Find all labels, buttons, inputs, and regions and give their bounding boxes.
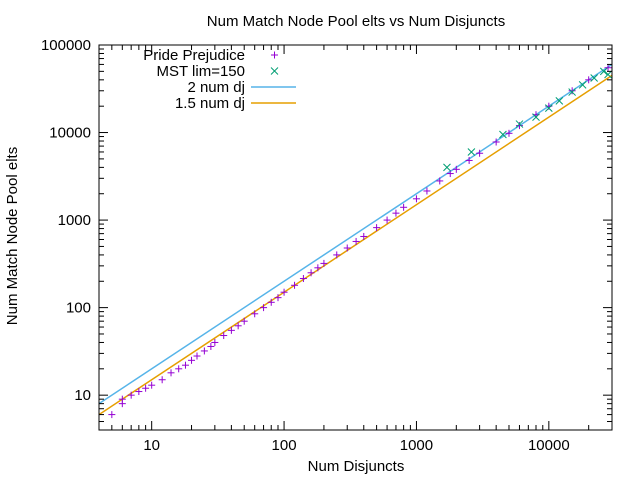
series-0-points — [108, 64, 612, 419]
data-point — [207, 342, 215, 350]
x-axis-label: Num Disjuncts — [308, 458, 405, 475]
data-point — [568, 88, 577, 96]
x-tick-label: 10000 — [528, 437, 570, 454]
data-point — [148, 381, 156, 389]
data-point — [352, 237, 360, 245]
x-tick-label: 100 — [272, 437, 297, 454]
data-point — [333, 251, 341, 259]
data-point — [476, 149, 484, 157]
data-point — [251, 310, 259, 318]
legend-marker — [271, 51, 278, 59]
data-point — [446, 170, 454, 178]
data-point — [383, 216, 391, 224]
data-point — [412, 195, 420, 203]
data-point — [555, 97, 564, 105]
data-point — [392, 209, 400, 217]
y-tick-label: 100 — [66, 300, 91, 317]
data-point — [599, 67, 608, 76]
data-point — [515, 120, 524, 128]
data-point — [274, 294, 282, 302]
data-point — [167, 369, 175, 377]
data-point — [465, 156, 473, 164]
data-point — [227, 326, 235, 334]
plot-marks — [98, 63, 613, 419]
data-point — [291, 281, 299, 289]
data-point — [343, 244, 351, 252]
data-point — [505, 129, 513, 137]
data-point — [220, 332, 228, 340]
data-point — [240, 317, 248, 325]
y-tick-label: 1000 — [58, 212, 91, 229]
legend-marker — [270, 67, 279, 75]
series-line-3 — [98, 74, 613, 416]
y-tick-label: 100000 — [41, 37, 91, 54]
chart-title: Num Match Node Pool elts vs Num Disjunct… — [207, 13, 505, 30]
series-1-points — [443, 67, 612, 172]
data-point — [585, 76, 593, 84]
data-point — [211, 338, 219, 346]
data-point — [181, 361, 189, 369]
legend-label: Pride Prejudice — [143, 47, 245, 64]
data-point — [188, 356, 196, 364]
data-point — [499, 130, 507, 139]
data-point — [590, 74, 599, 82]
data-point — [307, 269, 315, 277]
data-point — [142, 384, 150, 392]
data-point — [118, 395, 126, 403]
axis-ticks: 10 100 1000 10000 10 100 1000 10000 100000 — [41, 37, 613, 454]
data-point — [360, 232, 368, 240]
data-point — [200, 347, 208, 355]
data-point — [423, 187, 431, 195]
data-point — [515, 122, 523, 130]
data-point — [267, 298, 275, 306]
data-point — [544, 104, 553, 112]
x-tick-label: 1000 — [400, 437, 433, 454]
data-point — [443, 163, 451, 172]
data-point — [280, 288, 288, 296]
data-point — [234, 322, 242, 330]
data-point — [452, 165, 460, 173]
data-point — [400, 203, 408, 211]
data-point — [492, 138, 500, 146]
data-point — [568, 87, 576, 95]
data-point — [578, 81, 587, 89]
y-tick-label: 10000 — [49, 125, 91, 142]
legend-label: 1.5 num dj — [175, 95, 245, 112]
x-tick-label: 10 — [143, 437, 160, 454]
series-line-2 — [98, 63, 613, 405]
data-point — [467, 148, 476, 156]
data-point — [135, 388, 143, 396]
data-point — [604, 70, 612, 79]
data-point — [175, 365, 183, 373]
data-point — [320, 259, 328, 267]
data-point — [532, 113, 540, 121]
legend-label: 2 num dj — [187, 79, 245, 96]
data-point — [314, 264, 322, 272]
plot-frame — [98, 44, 613, 431]
legend-label: MST lim=150 — [156, 63, 245, 80]
data-point — [158, 376, 166, 384]
data-point — [127, 391, 135, 399]
data-point — [299, 275, 307, 283]
data-point — [604, 64, 612, 72]
y-tick-label: 10 — [74, 387, 91, 404]
data-point — [436, 177, 444, 185]
data-point — [193, 352, 201, 360]
data-point — [260, 304, 268, 312]
data-point — [108, 411, 116, 419]
data-point — [373, 224, 381, 232]
y-axis-label: Num Match Node Pool elts — [4, 147, 21, 325]
